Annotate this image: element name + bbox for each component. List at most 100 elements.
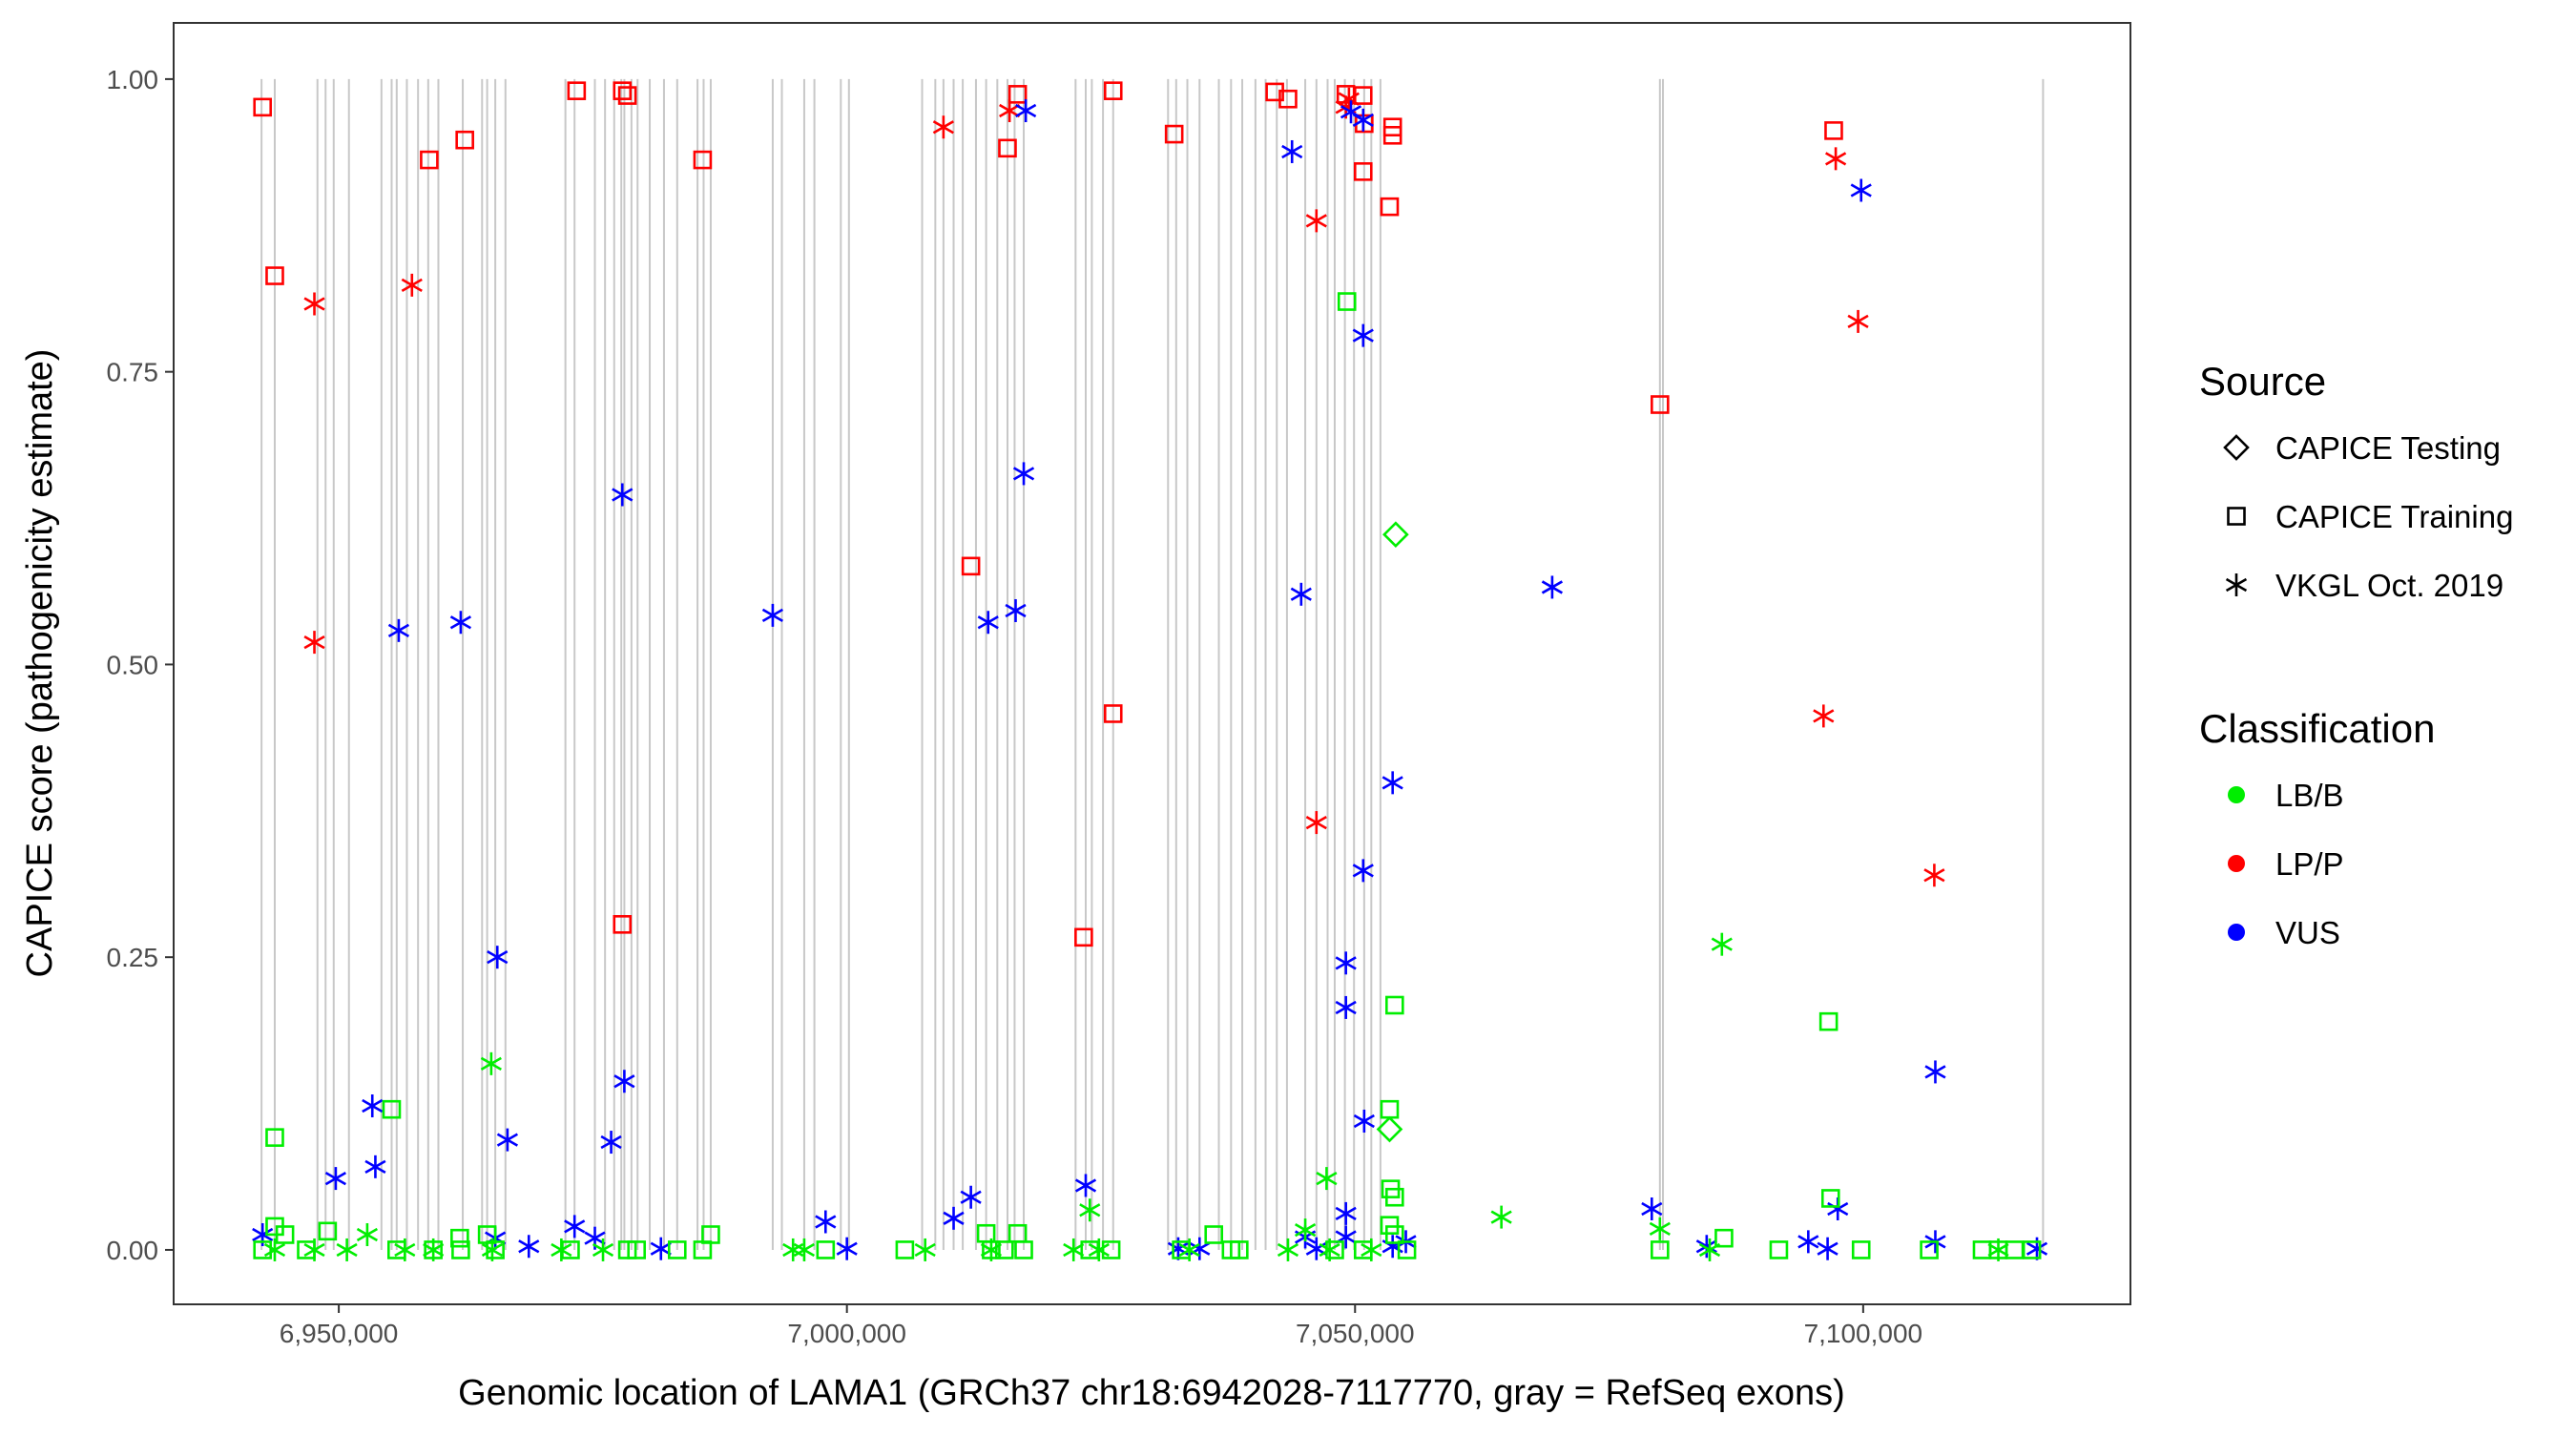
data-point [487,946,509,969]
legend: Source CAPICE Testing CAPICE Training VKGL… [2199,359,2513,950]
data-point [793,1238,816,1261]
data-point [1012,462,1035,486]
legend-item-class: VUS [2228,915,2340,950]
data-point [994,1240,1014,1259]
legend-label: VKGL Oct. 2019 [2275,568,2503,603]
data-point [275,1225,295,1244]
data-point [1316,1167,1338,1191]
data-points [252,81,2048,1261]
data-point [303,1238,325,1261]
data-point [1382,125,1402,145]
data-point [943,1206,965,1230]
data-point [1103,81,1123,100]
data-point [613,1070,635,1093]
data-point [364,1155,386,1178]
data-point [265,1128,284,1147]
data-point [761,603,784,627]
data-point [1380,1099,1400,1119]
data-point [1325,1240,1344,1259]
data-point [265,266,284,285]
data-point [1305,209,1327,233]
data-point [1847,309,1869,333]
data-point [1305,811,1327,835]
data-point [1074,927,1093,947]
data-point [564,1215,586,1238]
data-point [1641,1197,1663,1220]
legend-asterisk-icon [2225,573,2248,596]
data-point [518,1235,540,1259]
data-point [1851,1240,1871,1259]
data-point [592,1238,614,1261]
legend-title-source: Source [2199,359,2326,404]
data-point [401,273,423,297]
data-point [567,81,587,100]
data-point [693,150,713,170]
x-tick-label: 7,050,000 [1296,1319,1415,1348]
y-axis: 0.00 0.25 0.50 0.75 1.00 [107,65,174,1265]
y-axis-title: CAPICE score (pathogenicity estimate) [20,349,60,978]
data-point [318,1221,338,1241]
data-point [1769,1240,1789,1259]
data-point [613,915,633,934]
data-point [782,1238,804,1261]
legend-title-classification: Classification [2199,706,2435,751]
data-point [1278,89,1298,109]
y-tick-label: 0.50 [107,650,159,679]
x-tick-label: 7,000,000 [787,1319,906,1348]
data-point [1005,598,1027,622]
data-point [1385,1225,1404,1244]
data-point [356,1222,379,1246]
plot-panel-border [173,22,2131,1305]
x-axis: 6,950,000 7,000,000 7,050,000 7,100,000 [280,1304,1922,1348]
data-point [612,483,634,507]
legend-square-icon [2227,507,2246,526]
data-point [1014,1240,1033,1259]
data-point [667,1240,687,1259]
data-point [481,1238,504,1261]
data-point [1164,124,1184,144]
data-point [1824,121,1843,140]
data-point [263,1238,286,1261]
data-point [336,1238,358,1261]
data-point [1353,1109,1375,1133]
data-point [961,556,981,576]
data-point [693,1240,713,1259]
data-point [423,1238,445,1261]
data-point [613,81,633,100]
data-point [1380,1216,1400,1235]
data-point [1338,87,1360,111]
data-point [1385,1187,1404,1207]
data-point [1850,178,1872,202]
data-point [1651,1240,1670,1259]
data-point [1103,704,1123,723]
data-point [1230,1240,1249,1259]
data-point [977,611,999,635]
legend-label: LB/B [2275,778,2344,813]
data-point [496,1128,518,1152]
data-point [1923,864,1945,887]
data-point [1294,1218,1317,1242]
legend-item-source: CAPICE Training [2227,499,2513,534]
data-point [480,1051,502,1075]
data-point [303,292,325,316]
data-point [836,1237,858,1260]
data-point [1820,1189,1840,1208]
data-point [895,1240,915,1259]
data-point [486,1240,505,1259]
data-point [1972,1240,1992,1259]
data-point [1015,99,1037,123]
data-point [1817,1237,1839,1260]
data-point [650,1237,672,1260]
data-point [394,1238,416,1261]
data-point [1920,1240,1939,1259]
data-point [253,97,273,117]
data-point [1924,1060,1946,1084]
data-point [1204,1225,1224,1244]
x-tick-label: 6,950,000 [280,1319,399,1348]
data-point [2005,1240,2025,1259]
data-point [420,150,439,170]
data-point [1335,1201,1357,1225]
data-point [1319,1238,1340,1261]
data-point [1101,1240,1121,1259]
data-point [1541,575,1564,599]
